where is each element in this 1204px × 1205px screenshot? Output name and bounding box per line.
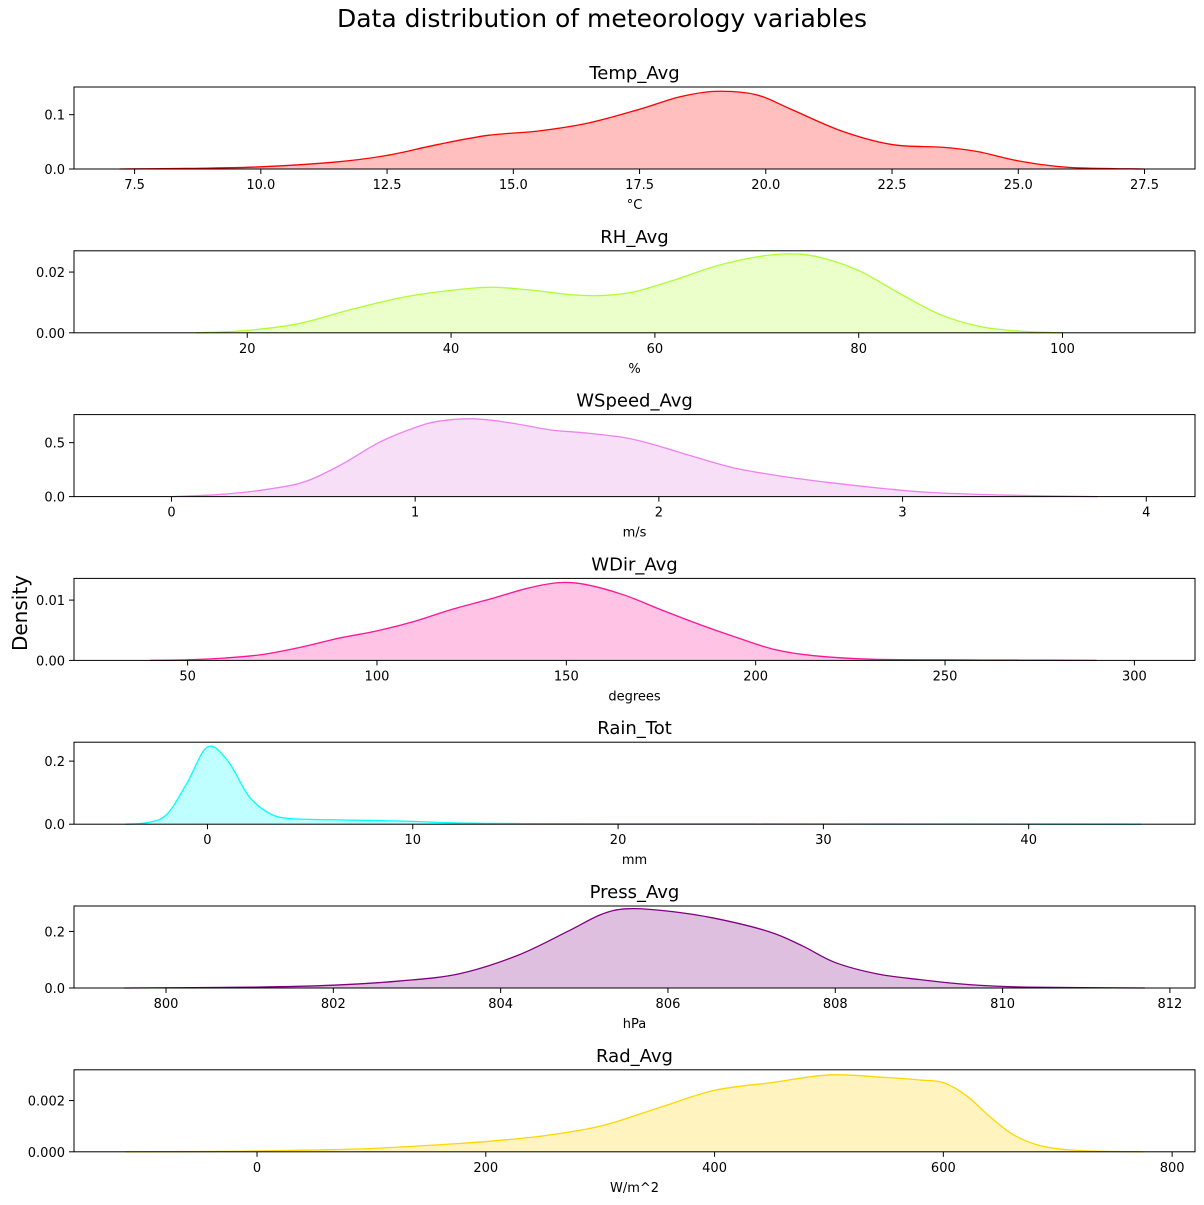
x-tick-label: 2: [655, 506, 663, 521]
x-tick-label: 600: [931, 1161, 956, 1176]
x-tick-label: 40: [1020, 833, 1037, 848]
density-area: [125, 1074, 1144, 1152]
y-tick-label: 0.0: [44, 163, 65, 178]
y-tick-label: 0.2: [44, 755, 65, 770]
x-tick-label: 12.5: [373, 178, 402, 193]
density-line: [119, 90, 1145, 170]
x-tick-label: 30: [815, 833, 832, 848]
axes-frame: [73, 250, 1196, 334]
x-tick-label: 810: [990, 997, 1015, 1012]
y-tick-label: 0.00: [36, 654, 65, 669]
subplot-title: Rad_Avg: [596, 1046, 673, 1067]
y-tick-label: 0.00: [36, 327, 65, 342]
y-tick-label: 0.02: [36, 266, 65, 281]
x-tick-label: 4: [1142, 506, 1150, 521]
x-tick-label: 7.5: [124, 178, 145, 193]
y-tick-label: 0.002: [28, 1095, 65, 1110]
x-tick-label: 3: [898, 506, 906, 521]
x-tick-label: 802: [321, 997, 346, 1012]
x-tick-label: 150: [554, 669, 579, 684]
x-tick-label: 80: [850, 342, 867, 357]
x-tick-label: 22.5: [878, 178, 907, 193]
density-area: [149, 582, 1097, 661]
y-tick-label: 0.0: [44, 491, 65, 506]
x-tick-label: 800: [1160, 1161, 1185, 1176]
x-tick-label: 50: [179, 669, 196, 684]
subplot-rad-avg: Rad_Avg 0 200 400 600 800 0.000 0.002 W/m^2: [28, 1046, 1196, 1196]
x-tick-label: 20: [239, 342, 256, 357]
x-tick-label: 20.0: [751, 178, 780, 193]
x-tick-label: 806: [656, 997, 681, 1012]
density-line: [196, 253, 1063, 334]
density-area: [125, 746, 1142, 825]
axes-frame: [73, 414, 1196, 498]
axes-frame: [73, 577, 1196, 661]
y-tick-label: 0.01: [36, 594, 65, 609]
x-tick-label: 800: [154, 997, 179, 1012]
x-axis-label: °C: [627, 198, 643, 213]
x-tick-label: 812: [1157, 997, 1182, 1012]
subplot-temp-avg: Temp_Avg 7.5 10.0 12.5 15.0 17.5 20.0 22.5 25.0 2…: [44, 63, 1196, 213]
subplot-wdir-avg: WDir_Avg 50 100 150 200 250 300 0.00 0.01 degrees: [36, 554, 1196, 704]
x-tick-label: 1: [411, 506, 419, 521]
x-tick-label: 808: [823, 997, 848, 1012]
subplot-title: Press_Avg: [590, 882, 680, 903]
x-tick-label: 27.5: [1130, 178, 1159, 193]
subplot-title: Rain_Tot: [597, 718, 672, 739]
x-tick-label: 60: [647, 342, 664, 357]
x-tick-label: 300: [1122, 669, 1147, 684]
axes-frame: [73, 741, 1196, 825]
x-tick-label: 804: [488, 997, 513, 1012]
x-tick-label: 400: [702, 1161, 727, 1176]
x-tick-label: 200: [743, 669, 768, 684]
subplot-wspeed-avg: WSpeed_Avg 0 1 2 3 4 0.0 0.5 m/s: [44, 391, 1196, 541]
subplot-rh-avg: RH_Avg 20 40 60 80 100 0.00 0.02%: [36, 227, 1196, 377]
x-tick-label: 0: [203, 833, 211, 848]
x-tick-label: 200: [473, 1161, 498, 1176]
x-tick-label: 0: [167, 506, 175, 521]
density-area: [171, 418, 1098, 497]
y-tick-label: 0.0: [44, 982, 65, 997]
y-tick-label: 0.1: [44, 109, 65, 124]
x-tick-label: 25.0: [1004, 178, 1033, 193]
subplot-title: RH_Avg: [600, 227, 668, 248]
density-area: [124, 908, 1145, 988]
axes-frame: [73, 86, 1196, 170]
density-line: [124, 907, 1145, 989]
density-area: [119, 91, 1145, 169]
density-line: [149, 581, 1097, 662]
y-tick-label: 0.5: [44, 437, 65, 452]
x-tick-label: 10.0: [246, 178, 275, 193]
subplot-title: WDir_Avg: [591, 554, 677, 575]
x-axis-label: mm: [622, 853, 647, 868]
x-axis-label: %: [628, 362, 640, 377]
x-tick-label: 40: [443, 342, 460, 357]
axes-frame: [73, 1069, 1196, 1153]
x-tick-label: 20: [610, 833, 627, 848]
x-axis-label: degrees: [608, 689, 661, 704]
density-line: [125, 745, 1142, 825]
y-tick-label: 0.2: [44, 925, 65, 940]
x-tick-label: 10: [404, 833, 421, 848]
x-tick-label: 15.0: [499, 178, 528, 193]
subplot-title: Temp_Avg: [588, 63, 679, 84]
subplot-press-avg: Press_Avg 800 802 804 806 808 810 812 0.0 0.2 hPa: [44, 882, 1196, 1032]
x-tick-label: 250: [933, 669, 958, 684]
x-axis-label: hPa: [623, 1017, 646, 1032]
density-line: [125, 1074, 1144, 1153]
x-axis-label: W/m^2: [610, 1181, 659, 1196]
x-tick-label: 100: [1050, 342, 1075, 357]
subplot-rain-tot: Rain_Tot 0 10 20 30 40 0.0 0.2 mm: [44, 718, 1196, 868]
axes-frame: [73, 905, 1196, 989]
figure-title: Data distribution of meteorology variabl…: [336, 4, 868, 33]
x-tick-label: 100: [365, 669, 390, 684]
density-line: [171, 418, 1098, 498]
x-tick-label: 0: [253, 1161, 261, 1176]
x-tick-label: 17.5: [625, 178, 654, 193]
y-tick-label: 0.000: [28, 1146, 65, 1161]
y-tick-label: 0.0: [44, 818, 65, 833]
x-axis-label: m/s: [623, 526, 647, 541]
subplot-title: WSpeed_Avg: [576, 391, 693, 412]
